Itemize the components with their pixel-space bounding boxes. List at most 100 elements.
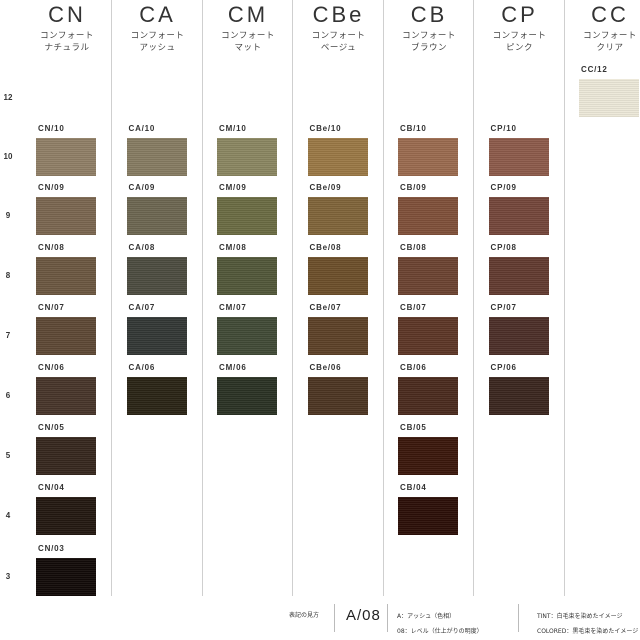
color-swatch [398,197,458,235]
color-swatch [217,197,277,235]
color-swatch [126,138,187,176]
level-label: 5 [5,451,11,460]
column-name: コンフォート クリア [565,30,640,54]
level-label: 7 [5,331,11,340]
column-name: コンフォート ブラウン [384,30,474,54]
color-swatch [217,138,277,176]
column-name-line: ベージュ [320,43,357,53]
column-divider [292,0,293,596]
swatch-label: CP/10 [490,124,517,133]
color-swatch [398,377,458,415]
column-cp: CP コンフォート ピンク [475,0,565,596]
color-swatch [36,437,96,475]
column-divider [473,0,474,596]
column-name-line: ナチュラル [44,43,90,53]
column-name-line: アッシュ [139,43,176,53]
swatch-label: CP/09 [490,183,517,192]
column-code: CN [48,2,86,27]
level-label: 8 [5,271,11,280]
level-label: 6 [5,391,11,400]
color-swatch [36,197,96,235]
column-code: CC [591,2,629,27]
swatch-label: CB/09 [400,183,427,192]
color-swatch [36,377,96,415]
swatch-label: CBe/07 [309,303,342,312]
color-swatch [579,79,639,117]
column-name: コンフォート ピンク [475,30,565,54]
swatch-label: CBe/09 [309,183,342,192]
swatch-label: CN/08 [38,243,65,252]
column-name-line: コンフォート [40,31,94,41]
color-swatch [488,257,549,295]
swatch-label: CB/05 [400,423,427,432]
swatch-label: CB/08 [400,243,427,252]
column-name: コンフォート ナチュラル [22,30,112,54]
swatch-label: CN/06 [38,363,65,372]
color-swatch [488,138,549,176]
swatch-label: CM/10 [219,124,247,133]
swatch-label: CBe/10 [309,124,342,133]
swatch-label: CB/10 [400,124,427,133]
color-swatch [398,437,458,475]
swatch-label: CBe/08 [309,243,342,252]
color-swatch [126,317,187,355]
column-cc: CC コンフォート クリア [565,0,640,596]
swatch-label: CM/06 [219,363,247,372]
swatch-label: CA/06 [128,363,156,372]
legend-divider [387,604,388,632]
legend-line-level: 08：レベル（仕上がりの明度） [397,628,483,635]
column-name: コンフォート ベージュ [294,30,384,54]
column-name-line: ブラウン [410,43,447,53]
level-label: 9 [5,211,11,220]
swatch-label: CM/09 [219,183,247,192]
color-swatch [398,317,458,355]
color-swatch [307,197,368,235]
swatch-label: CC/12 [581,65,608,74]
column-name-line: コンフォート [492,31,547,41]
column-divider [202,0,203,596]
color-swatch [36,497,96,535]
swatch-label: CP/07 [490,303,517,312]
level-label: 10 [3,152,13,161]
level-label: 3 [5,572,11,581]
color-swatch [126,197,187,235]
column-code: CA [139,2,176,27]
swatch-label: CP/06 [490,363,517,372]
column-name: コンフォート マット [203,30,293,54]
color-swatch [488,377,549,415]
color-swatch [398,138,458,176]
swatch-label: CN/10 [38,124,65,133]
legend-divider [334,604,335,632]
column-divider [564,0,565,596]
legend-line-a: A：アッシュ（色相） [397,613,456,620]
column-name-line: コンフォート [221,31,275,41]
column-cm: CM コンフォート マット [203,0,293,596]
column-code: CB [410,2,448,27]
swatch-label: CA/07 [128,303,156,312]
swatch-label: CM/07 [219,303,247,312]
swatch-label: CN/09 [38,183,65,192]
column-name-line: マット [234,43,262,53]
column-ca: CA コンフォート アッシュ [113,0,203,596]
column-name-line: クリア [596,43,624,53]
legend-tint: TINT：白毛束を染めたイメージ [537,613,623,620]
column-name-line: ピンク [505,43,533,53]
column-cn: CN コンフォート ナチュラル [22,0,112,596]
swatch-label: CM/08 [219,243,247,252]
color-swatch [126,257,187,295]
column-name: コンフォート アッシュ [113,30,203,54]
column-cbe: CBe コンフォート ベージュ [294,0,384,596]
column-code: CM [227,2,269,27]
legend-divider [518,604,519,632]
level-label: 12 [3,93,13,102]
color-swatch [398,257,458,295]
color-swatch [36,257,96,295]
swatch-label: CN/03 [38,544,65,553]
color-swatch [217,317,277,355]
swatch-label: CA/09 [128,183,156,192]
color-swatch [126,377,187,415]
column-name-line: コンフォート [130,31,185,41]
color-swatch [307,257,368,295]
column-name-line: コンフォート [311,31,366,41]
column-cb: CB コンフォート ブラウン [384,0,474,596]
